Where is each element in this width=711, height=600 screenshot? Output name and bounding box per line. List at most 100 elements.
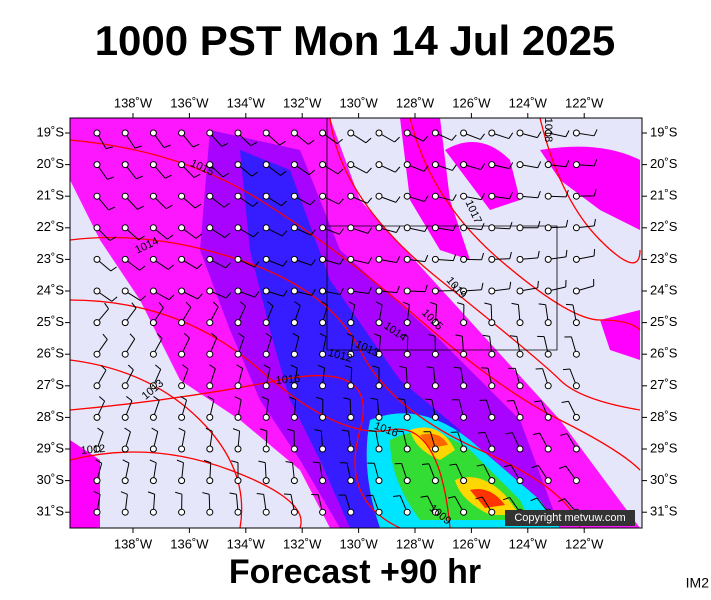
barb-flag	[530, 497, 538, 502]
barb-flag	[250, 141, 258, 147]
barb-station	[516, 477, 524, 485]
barb-station	[460, 287, 468, 295]
barb-station	[206, 350, 214, 358]
barb-station	[121, 192, 129, 200]
barb-station	[290, 445, 298, 453]
barb-station	[93, 224, 101, 232]
barb-flag	[536, 131, 542, 138]
barb-flag	[452, 164, 457, 171]
barb-flag	[484, 302, 492, 306]
barb-station	[178, 192, 186, 200]
barb-station	[544, 161, 552, 169]
lat-label-right: 30˚S	[650, 472, 678, 487]
barb-flag	[447, 495, 455, 499]
title: 1000 PST Mon 14 Jul 2025	[95, 17, 616, 64]
wind-barbs	[93, 129, 598, 516]
lat-label-right: 21˚S	[650, 188, 678, 203]
barb-station	[149, 192, 157, 200]
barb-flag	[452, 283, 456, 291]
barb-flag	[253, 261, 260, 268]
barb-station	[319, 129, 327, 137]
barb-flag	[140, 295, 146, 301]
barb-station	[544, 319, 552, 327]
barb-flag	[260, 428, 267, 432]
barb-flag	[294, 301, 301, 306]
barb-station	[488, 224, 496, 232]
barb-flag	[370, 397, 378, 400]
barb-flag	[263, 364, 271, 369]
barb-flag	[559, 465, 566, 469]
barb-flag	[164, 174, 172, 179]
barb-flag	[423, 165, 429, 172]
barb-flag	[565, 219, 569, 227]
barb-flag	[508, 132, 514, 139]
barb-flag	[147, 491, 155, 495]
barb-flag	[341, 429, 349, 432]
lat-label-left: 29˚S	[37, 440, 65, 455]
barb-flag	[239, 301, 246, 307]
barb-station	[121, 445, 129, 453]
barb-flag	[236, 364, 243, 369]
barb-station	[403, 255, 411, 263]
barb-station	[347, 255, 355, 263]
barb-flag	[281, 200, 287, 207]
barb-flag	[449, 463, 457, 466]
lat-label-right: 23˚S	[650, 251, 678, 266]
barb-station	[460, 161, 468, 169]
lat-label-left: 27˚S	[37, 377, 65, 392]
barb-flag	[348, 301, 356, 306]
barb-flag	[311, 259, 316, 266]
barb-flag	[509, 281, 512, 289]
barb-flag	[365, 137, 372, 144]
barb-station	[234, 161, 242, 169]
barb-flag	[192, 143, 200, 148]
barb-station	[544, 445, 552, 453]
barb-station	[178, 477, 186, 485]
barb-station	[347, 129, 355, 137]
lat-label-left: 30˚S	[37, 472, 65, 487]
copyright-box	[505, 510, 635, 526]
barb-station	[431, 287, 439, 295]
barb-station	[206, 161, 214, 169]
barb-station	[290, 350, 298, 358]
lon-label-top: 130˚W	[339, 95, 378, 110]
barb-station	[149, 129, 157, 137]
barb-station	[460, 382, 468, 390]
barb-station	[290, 287, 298, 295]
barb-station	[262, 192, 270, 200]
barb-station	[460, 445, 468, 453]
barb-flag	[422, 135, 429, 142]
barb-station	[121, 350, 129, 358]
barb-flag	[424, 254, 429, 262]
barb-station	[149, 382, 157, 390]
lat-label-right: 27˚S	[650, 377, 678, 392]
barb-flag	[339, 228, 344, 235]
barb-flag	[311, 289, 316, 296]
barb-station	[488, 445, 496, 453]
barb-station	[460, 224, 468, 232]
barb-flag	[339, 287, 344, 295]
barb-flag	[290, 364, 298, 369]
barb-station	[516, 382, 524, 390]
barb-station	[347, 350, 355, 358]
barb-flag	[238, 332, 245, 338]
barb-station	[516, 350, 524, 358]
barb-station	[178, 161, 186, 169]
barb-flag	[224, 232, 231, 238]
barb-station	[375, 255, 383, 263]
barb-flag	[285, 461, 293, 464]
barb-flag	[397, 398, 405, 401]
barb-station	[262, 445, 270, 453]
barb-flag	[565, 130, 570, 137]
copyright: Copyright metvuw.com	[514, 512, 625, 524]
lat-label-left: 19˚S	[37, 124, 65, 139]
barb-flag	[221, 142, 229, 147]
barb-station	[149, 287, 157, 295]
barb-station	[572, 477, 580, 485]
barb-flag	[166, 204, 173, 210]
barb-station	[488, 161, 496, 169]
barb-flag	[158, 302, 164, 309]
barb-flag	[153, 396, 160, 401]
ticks: 138˚W 138˚W 136˚W 136˚W 134˚W 134˚W 132˚W 132˚W…	[37, 95, 678, 551]
barb-flag	[534, 400, 542, 403]
